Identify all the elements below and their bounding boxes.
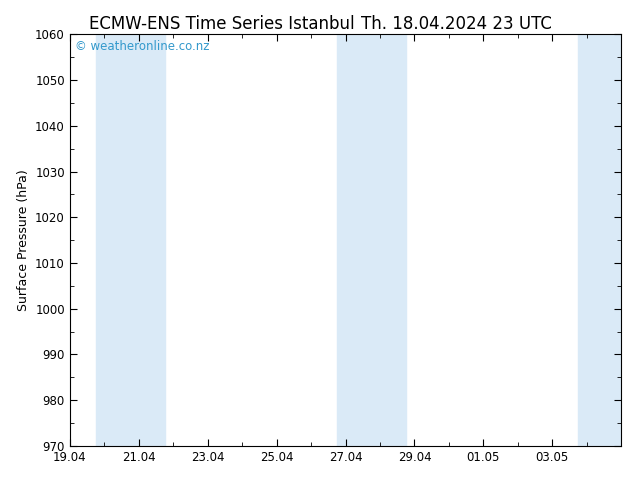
- Y-axis label: Surface Pressure (hPa): Surface Pressure (hPa): [16, 169, 30, 311]
- Text: ECMW-ENS Time Series Istanbul: ECMW-ENS Time Series Istanbul: [89, 15, 354, 33]
- Text: © weatheronline.co.nz: © weatheronline.co.nz: [75, 41, 210, 53]
- Bar: [337, 34, 406, 446]
- Text: Th. 18.04.2024 23 UTC: Th. 18.04.2024 23 UTC: [361, 15, 552, 33]
- Bar: [578, 34, 621, 446]
- Bar: [96, 34, 165, 446]
